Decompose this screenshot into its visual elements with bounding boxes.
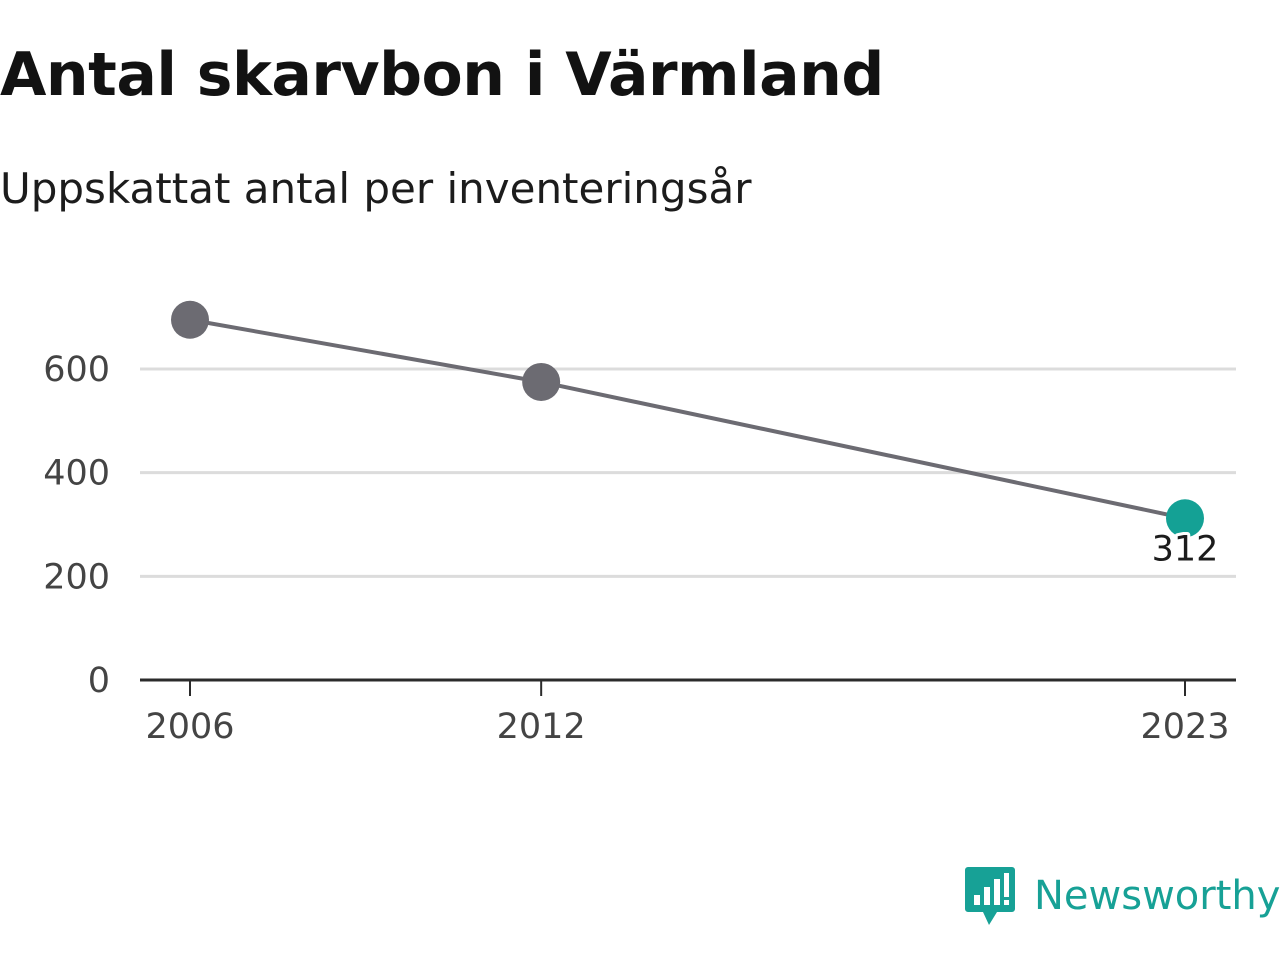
brand-footer: Newsworthy: [964, 864, 1280, 928]
y-tick-label: 400: [43, 454, 110, 494]
data-points: [171, 300, 1204, 538]
y-tick-label: 0: [88, 661, 110, 701]
gridlines: [140, 367, 1236, 578]
data-point-2006: [171, 300, 209, 339]
data-labels: 312: [1149, 526, 1222, 572]
x-tick-label: 2006: [145, 707, 234, 747]
data-label: 312: [1152, 529, 1219, 569]
series-line-group: [189, 317, 1186, 521]
data-point-2023: [1166, 499, 1204, 538]
bar-chart-speech-bubble-icon: [965, 867, 1015, 925]
y-tick-label: 600: [43, 350, 110, 390]
chart-title: Antal skarvbon i Värmland: [0, 40, 884, 110]
x-tick-label: 2012: [497, 707, 586, 747]
series-line: [189, 317, 1186, 521]
x-axis: [140, 678, 1236, 696]
y-axis-ticks: 0 200 400 600: [43, 350, 110, 701]
brand-name: Newsworthy: [1034, 873, 1280, 919]
data-point-2012: [522, 362, 561, 401]
x-axis-ticks: 2006 2012 2023: [145, 707, 1229, 747]
x-tick-label: 2023: [1140, 707, 1229, 747]
y-tick-label: 200: [43, 557, 110, 597]
chart-subtitle: Uppskattat antal per inventeringsår: [0, 164, 752, 213]
